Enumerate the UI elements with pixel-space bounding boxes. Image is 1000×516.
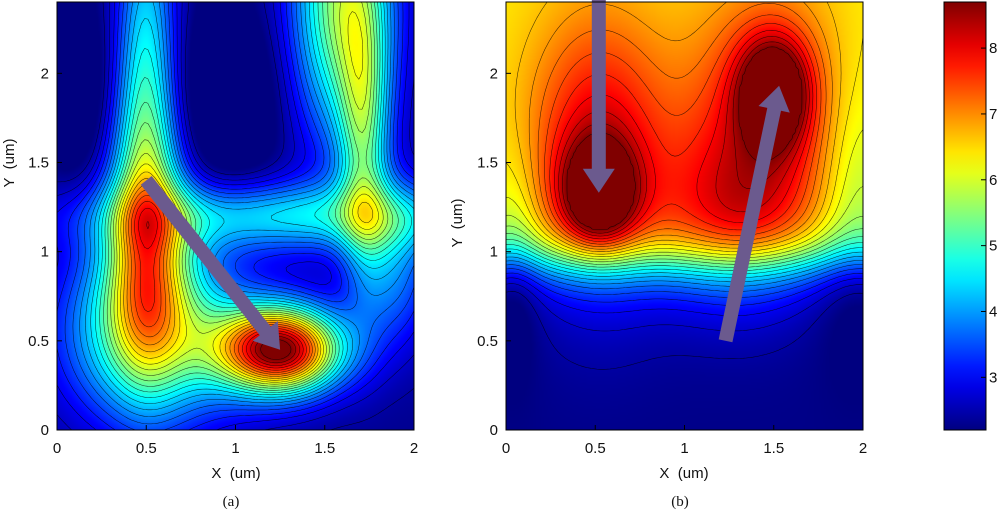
colorbar-tick-label: 6: [989, 172, 997, 189]
contour-line: [506, 260, 863, 287]
y-tick-label: 0.5: [477, 333, 498, 350]
contour-line: [113, 2, 384, 385]
x-tick-label: 0: [502, 440, 510, 457]
caption-b: (b): [671, 494, 689, 510]
contour-line: [90, 2, 414, 404]
x-axis-title-b: X (um): [659, 465, 708, 482]
contour-line: [110, 2, 389, 387]
contour-line: [506, 277, 863, 317]
contours-b: [506, 2, 863, 370]
contour-line: [554, 30, 814, 240]
contour-line: [79, 2, 414, 417]
x-tick-label: 1: [231, 440, 239, 457]
x-axis-title-a: X (um): [211, 465, 260, 482]
contour-line: [537, 3, 827, 247]
contour-line: [85, 2, 414, 411]
x-ticks-b: 0 0.5 1 1.5 2: [502, 425, 867, 457]
contour-line: [103, 2, 399, 391]
y-tick-label: 0: [490, 422, 498, 439]
arrows-a: [140, 176, 281, 350]
contour-line: [549, 23, 817, 242]
y-ticks-a: 0 0.5 1 1.5 2: [28, 65, 62, 439]
contour-line: [506, 247, 863, 275]
contour-line: [506, 216, 863, 263]
contour-line: [106, 2, 394, 389]
contours-a: [57, 2, 414, 430]
y-axis-title-a: Y (um): [1, 139, 18, 188]
x-tick-label: 2: [859, 440, 867, 457]
contour-line: [506, 242, 863, 271]
x-tick-label: 2: [410, 440, 418, 457]
arrows-b: [582, 0, 790, 343]
colorbar: 3 4 5 6 7 8: [943, 1, 997, 431]
panel-b: 0 0.5 1 1.5 2 0 0.5 1 1.5 2 X (um) Y (um) (b): [449, 0, 867, 510]
contour-line: [506, 268, 863, 298]
x-tick-label: 1.5: [314, 440, 335, 457]
contour-line: [95, 2, 412, 398]
colorbar-tick-label: 8: [989, 40, 997, 57]
contour-line: [134, 200, 307, 371]
y-ticks-b: 0 0.5 1 1.5 2: [477, 65, 511, 439]
x-tick-label: 0.5: [136, 440, 157, 457]
x-tick-label: 1: [680, 440, 688, 457]
contour-line: [506, 272, 863, 306]
contour-line: [123, 178, 319, 379]
x-tick-label: 1.5: [763, 440, 784, 457]
contour-line: [131, 195, 310, 373]
contour-line: [506, 264, 863, 292]
contour-line: [506, 251, 863, 279]
contour-line: [57, 2, 414, 430]
y-axis-title-b: Y (um): [449, 199, 466, 248]
contour-line: [506, 291, 863, 370]
y-tick-label: 2: [41, 65, 49, 82]
y-tick-label: 0.5: [28, 333, 49, 350]
colorbar-tick-label: 7: [989, 106, 997, 123]
contour-line: [506, 256, 863, 283]
colorbar-ticks: 3 4 5 6 7 8: [981, 40, 997, 386]
contour-line: [99, 2, 405, 393]
heatmap-b: [506, 2, 863, 430]
arrow: [140, 176, 281, 350]
contour-line: [506, 185, 863, 260]
panel-a: 0 0.5 1 1.5 2 0 0.5 1 1.5 2 X (um) Y (um) (a): [1, 1, 418, 510]
contour-line: [506, 2, 863, 255]
contour-line: [506, 228, 863, 265]
contour-line: [544, 14, 822, 245]
y-tick-label: 1: [41, 244, 49, 261]
arrow: [718, 85, 790, 343]
x-ticks-a: 0 0.5 1 1.5 2: [53, 425, 418, 457]
y-tick-label: 1.5: [28, 155, 49, 172]
heatmap-a: [57, 2, 414, 430]
contour-line: [72, 2, 414, 425]
contour-line: [566, 46, 803, 230]
colorbar-frame: [943, 1, 987, 431]
colorbar-tick-label: 5: [989, 238, 997, 255]
contour-line: [506, 236, 863, 268]
y-tick-label: 1: [490, 244, 498, 261]
caption-a: (a): [223, 494, 240, 510]
contour-line: [514, 2, 842, 252]
contour-line: [64, 2, 414, 430]
colorbar-tick-label: 4: [989, 303, 997, 320]
arrow: [582, 0, 615, 193]
contour-line: [117, 11, 379, 383]
y-tick-label: 0: [41, 422, 49, 439]
y-tick-label: 2: [490, 65, 498, 82]
colorbar-tick-label: 3: [989, 369, 997, 386]
x-tick-label: 0: [53, 440, 61, 457]
contour-line: [558, 36, 810, 237]
y-tick-label: 1.5: [477, 155, 498, 172]
colorbar-gradient: [944, 2, 986, 430]
x-tick-label: 0.5: [585, 440, 606, 457]
